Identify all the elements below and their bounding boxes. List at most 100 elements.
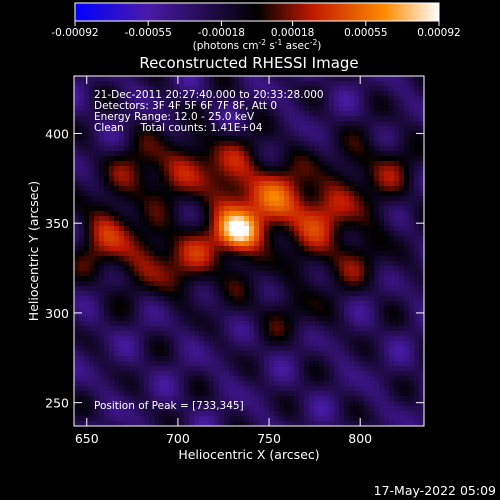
heatmap-cell — [249, 266, 255, 272]
heatmap-cell — [369, 361, 375, 367]
heatmap-cell — [89, 181, 95, 187]
heatmap-cell — [414, 106, 420, 112]
heatmap-cell — [194, 336, 200, 342]
heatmap-cell — [134, 251, 140, 257]
heatmap-cell — [179, 231, 185, 237]
heatmap-cell — [264, 296, 270, 302]
heatmap-cell — [359, 356, 365, 362]
heatmap-cell — [294, 166, 300, 172]
heatmap-cell — [284, 286, 290, 292]
heatmap-cell — [74, 386, 80, 392]
heatmap-cell — [379, 396, 385, 402]
heatmap-cell — [349, 206, 355, 212]
heatmap-cell — [309, 401, 315, 407]
heatmap-cell — [319, 211, 325, 217]
heatmap-cell — [389, 361, 395, 367]
heatmap-cell — [194, 376, 200, 382]
heatmap-cell — [184, 126, 190, 132]
heatmap-cell — [414, 246, 420, 252]
heatmap-cell — [194, 176, 200, 182]
heatmap-cell — [314, 301, 320, 307]
heatmap-cell — [214, 246, 220, 252]
heatmap-cell — [144, 251, 150, 257]
heatmap-cell — [294, 111, 300, 117]
heatmap-cell — [199, 201, 205, 207]
heatmap-cell — [134, 101, 140, 107]
heatmap-cell — [239, 356, 245, 362]
heatmap-cell — [314, 246, 320, 252]
heatmap-cell — [144, 296, 150, 302]
heatmap-cell — [89, 346, 95, 352]
heatmap-cell — [414, 191, 420, 197]
heatmap-cell — [104, 251, 110, 257]
heatmap-cell — [304, 391, 310, 397]
heatmap-cell — [334, 351, 340, 357]
heatmap-cell — [404, 81, 410, 87]
heatmap-cell — [339, 376, 345, 382]
heatmap-cell — [254, 146, 260, 152]
heatmap-cell — [334, 76, 340, 82]
heatmap-cell — [269, 126, 275, 132]
heatmap-cell — [299, 391, 305, 397]
heatmap-cell — [414, 406, 420, 412]
heatmap-cell — [154, 131, 160, 137]
heatmap-cell — [249, 316, 255, 322]
heatmap-cell — [409, 276, 415, 282]
heatmap-cell — [74, 336, 80, 342]
heatmap-cell — [369, 306, 375, 312]
heatmap-cell — [364, 216, 370, 222]
heatmap-cell — [269, 171, 275, 177]
heatmap-cell — [224, 146, 230, 152]
heatmap-cell — [274, 366, 280, 372]
heatmap-cell — [224, 111, 230, 117]
heatmap-cell — [144, 126, 150, 132]
heatmap-cell — [234, 386, 240, 392]
heatmap-cell — [309, 301, 315, 307]
heatmap-cell — [94, 136, 100, 142]
heatmap-cell — [414, 356, 420, 362]
heatmap-cell — [334, 141, 340, 147]
heatmap-cell — [214, 151, 220, 157]
heatmap-cell — [134, 166, 140, 172]
heatmap-cell — [174, 136, 180, 142]
heatmap-cell — [229, 216, 235, 222]
heatmap-cell — [389, 351, 395, 357]
heatmap-cell — [124, 201, 130, 207]
heatmap-cell — [274, 406, 280, 412]
heatmap-cell — [369, 271, 375, 277]
heatmap-cell — [269, 291, 275, 297]
heatmap-cell — [209, 301, 215, 307]
heatmap-cell — [164, 176, 170, 182]
heatmap-cell — [404, 331, 410, 337]
heatmap-cell — [194, 101, 200, 107]
heatmap-cell — [269, 391, 275, 397]
heatmap-cell — [229, 231, 235, 237]
heatmap-cell — [324, 346, 330, 352]
heatmap-cell — [164, 166, 170, 172]
heatmap-cell — [374, 356, 380, 362]
heatmap-cell — [124, 76, 130, 82]
heatmap-cell — [259, 411, 265, 417]
heatmap-cell — [279, 371, 285, 377]
heatmap-cell — [409, 161, 415, 167]
heatmap-cell — [319, 141, 325, 147]
heatmap-cell — [254, 286, 260, 292]
heatmap-cell — [144, 276, 150, 282]
heatmap-cell — [349, 131, 355, 137]
heatmap-cell — [254, 101, 260, 107]
heatmap-cell — [209, 251, 215, 257]
heatmap-cell — [354, 121, 360, 127]
heatmap-cell — [319, 351, 325, 357]
heatmap-cell — [209, 356, 215, 362]
heatmap-cell — [229, 116, 235, 122]
heatmap-cell — [299, 161, 305, 167]
heatmap-cell — [399, 151, 405, 157]
heatmap-cell — [109, 156, 115, 162]
heatmap-cell — [219, 86, 225, 92]
heatmap-cell — [264, 356, 270, 362]
heatmap-cell — [144, 176, 150, 182]
heatmap-cell — [254, 236, 260, 242]
heatmap-cell — [184, 421, 190, 426]
heatmap-cell — [374, 261, 380, 267]
heatmap-cell — [169, 391, 175, 397]
